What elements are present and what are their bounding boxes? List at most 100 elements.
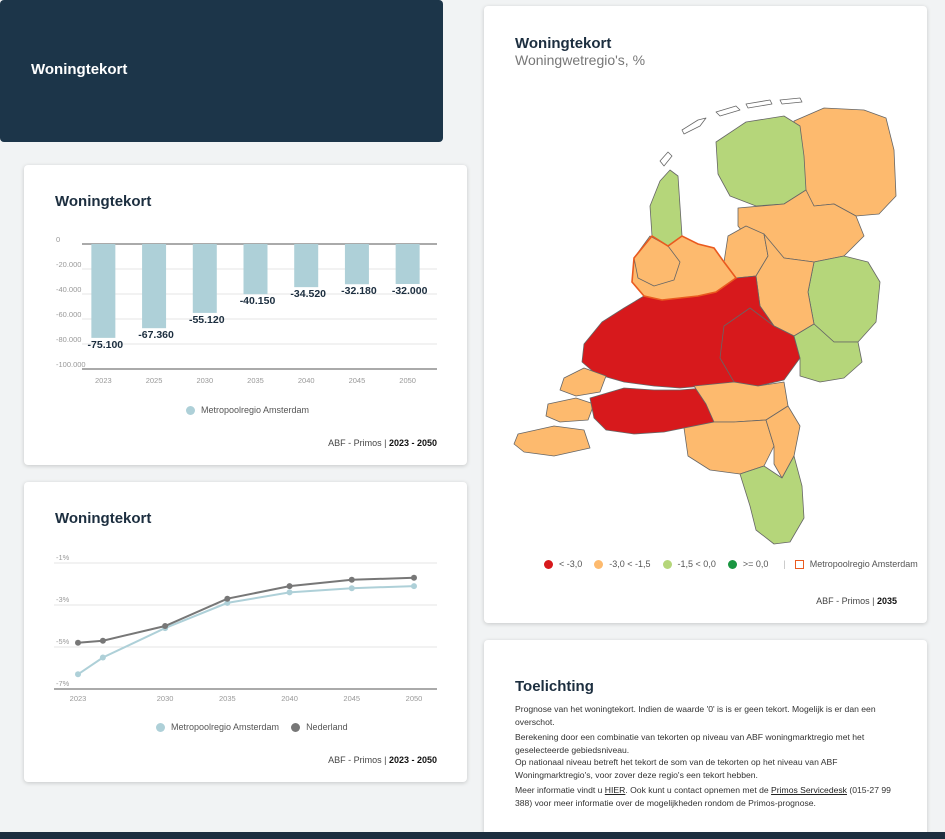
map-legend-swatch [594,559,604,569]
map-region-zuid-limburg [739,455,805,545]
map-source: ABF - Primos | 2035 [816,596,897,606]
x-tick-label: 2045 [349,376,366,385]
bar-chart-title: Woningtekort [55,193,152,210]
x-tick-label: 2050 [399,376,416,385]
nl-line-point[interactable] [99,637,106,644]
explanation-title: Toelichting [515,678,594,695]
explanation-p2: Berekening door een combinatie van tekor… [515,732,865,755]
legend-swatch-mra [156,722,165,732]
nl-line-point[interactable] [224,595,231,602]
x-tick-label: 2045 [343,694,360,703]
map-region-zeeland-middle [545,397,595,423]
nl-line-point[interactable] [348,576,355,583]
legend-swatch-nl [291,722,301,732]
source-year: 2035 [876,596,897,606]
explanation-card: Toelichting Prognose van het woningtekor… [484,640,927,839]
mra-line-point[interactable] [411,583,417,590]
y-tick-label: -100.000 [56,360,86,369]
netherlands-map[interactable] [484,86,927,556]
mra-line-point[interactable] [99,654,106,661]
x-tick-label: 2050 [406,694,423,703]
x-tick-label: 2025 [146,376,163,385]
map-legend-label: -3,0 < -1,5 [609,559,651,569]
bar[interactable] [142,244,167,329]
map-island [745,99,773,109]
mra-line-point[interactable] [348,585,355,592]
y-tick-label: 0 [56,235,60,244]
legend-label-mra: Metropoolregio Amsterdam [171,722,280,732]
servicedesk-link[interactable]: Primos Servicedesk [771,785,847,795]
bar[interactable] [192,244,217,313]
header-card: Woningtekort [0,0,443,142]
x-tick-label: 2023 [70,694,87,703]
bottom-bar [0,832,945,839]
mra-line-point[interactable] [224,599,231,606]
bar-value-label: -67.360 [138,329,174,341]
x-tick-label: 2030 [196,376,213,385]
map-legend-outline-swatch [794,559,804,569]
nl-line-point[interactable] [286,583,293,590]
mra-outline [631,234,738,301]
hier-link[interactable]: HIER [604,785,626,795]
source-prefix: ABF - Primos | [816,596,877,606]
legend-label-mra: Metropoolregio Amsterdam [201,405,310,415]
legend-swatch-mra [186,405,195,415]
source-range: 2023 - 2050 [388,438,437,448]
y-tick-label: -5% [56,637,70,646]
line-chart-source: ABF - Primos | 2023 - 2050 [328,755,437,765]
map-island [779,97,803,105]
bar[interactable] [344,244,369,285]
map-island [659,151,673,167]
mra-line-point[interactable] [75,671,81,678]
source-range: 2023 - 2050 [388,755,437,765]
map-region-zeeland-south [513,425,591,457]
mra-line[interactable] [77,585,415,676]
explanation-p3: Op nationaal niveau betreft het tekort d… [515,757,838,780]
bar[interactable] [294,244,319,288]
map-region-achterhoek [793,323,863,383]
explanation-p4-b: . Ook kunt u contact opnemen met de [625,785,772,795]
map-region-eindhoven [683,419,775,475]
map-island [715,105,741,117]
y-tick-label: -20.000 [56,260,81,269]
y-tick-label: -1% [56,553,70,562]
map-legend-swatch [544,559,553,569]
map-legend-label: < -3,0 [559,559,583,569]
bar-value-label: -34.520 [290,288,326,300]
x-tick-label: 2035 [219,694,236,703]
legend-label-nl: Nederland [306,722,348,732]
map-region-arnhem-nijmegen [719,307,801,387]
x-tick-label: 2040 [298,376,315,385]
map-legend-separator: | [783,559,786,569]
explanation-p1: Prognose van het woningtekort. Indien de… [515,704,876,727]
bar-chart-source: ABF - Primos | 2023 - 2050 [328,438,437,448]
bar-chart-card: Woningtekort 0 -20.000 -40.000 -60.000 -80.0… [24,165,467,465]
nl-line-point[interactable] [75,639,81,646]
mra-line-point[interactable] [286,589,293,596]
source-prefix: ABF - Primos | [328,755,389,765]
bar[interactable] [91,244,116,338]
map-legend-outline-label: Metropoolregio Amsterdam [809,559,918,569]
line-chart-title: Woningtekort [55,510,152,527]
nl-line-point[interactable] [411,574,417,581]
map-region-friesland [715,115,807,207]
x-tick-label: 2023 [95,376,112,385]
explanation-p4: Meer informatie vindt u HIER. Ook kunt u… [515,784,895,809]
x-tick-label: 2030 [157,694,174,703]
nl-line-point[interactable] [162,623,169,629]
bar-value-label: -75.100 [88,339,124,351]
map-legend[interactable]: < -3,0 -3,0 < -1,5 -1,5 < 0,0 >= 0,0 | Metrop… [544,559,918,569]
y-tick-label: -80.000 [56,335,81,344]
bar[interactable] [395,244,420,284]
y-tick-label: -60.000 [56,310,81,319]
map-legend-swatch [662,559,672,569]
bar[interactable] [243,244,268,295]
map-legend-label: -1,5 < 0,0 [677,559,716,569]
map-region-zeeland-north [559,367,607,397]
y-tick-label: -7% [56,679,70,688]
bar-chart-legend[interactable]: Metropoolregio Amsterdam [186,405,309,415]
explanation-p4-a: Meer informatie vindt u [515,785,605,795]
line-chart-card: Woningtekort -1% -3% -5% -7% 2023 2030 2035 204… [24,482,467,782]
map-region-noord-holland-north [649,169,683,247]
line-chart-legend[interactable]: Metropoolregio Amsterdam Nederland [156,722,348,732]
